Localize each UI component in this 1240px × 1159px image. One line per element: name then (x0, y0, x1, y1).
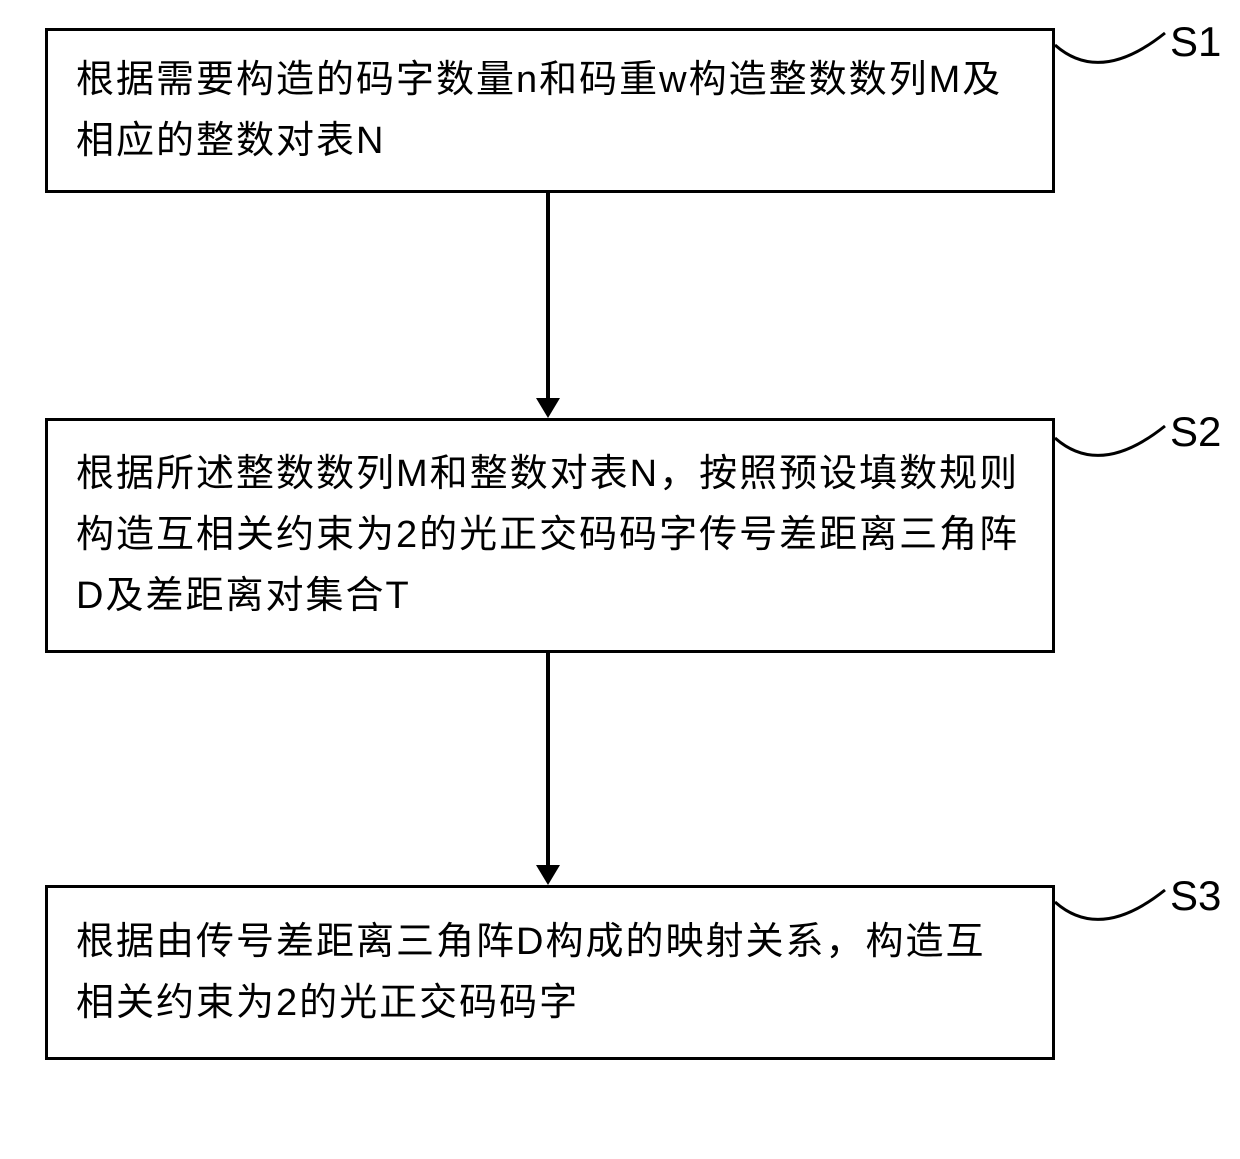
step-box-s3: 根据由传号差距离三角阵D构成的映射关系，构造互相关约束为2的光正交码码字 (45, 885, 1055, 1060)
connector-curve-s3 (1055, 872, 1175, 952)
step-text-s3: 根据由传号差距离三角阵D构成的映射关系，构造互相关约束为2的光正交码码字 (76, 912, 1024, 1034)
step-label-s3: S3 (1170, 872, 1221, 920)
step-box-s2: 根据所述整数数列M和整数对表N，按照预设填数规则构造互相关约束为2的光正交码码字… (45, 418, 1055, 653)
step-label-s2: S2 (1170, 408, 1221, 456)
step-box-s1: 根据需要构造的码字数量n和码重w构造整数数列M及相应的整数对表N (45, 28, 1055, 193)
step-text-s2: 根据所述整数数列M和整数对表N，按照预设填数规则构造互相关约束为2的光正交码码字… (76, 444, 1024, 626)
arrow-head-2 (536, 865, 560, 885)
connector-curve-s2 (1055, 408, 1175, 488)
arrow-head-1 (536, 398, 560, 418)
arrow-line-1 (546, 193, 550, 398)
step-text-s1: 根据需要构造的码字数量n和码重w构造整数数列M及相应的整数对表N (76, 50, 1024, 172)
arrow-line-2 (546, 653, 550, 865)
flowchart-diagram: 根据需要构造的码字数量n和码重w构造整数数列M及相应的整数对表N S1 根据所述… (0, 0, 1240, 1159)
connector-curve-s1 (1055, 15, 1175, 95)
step-label-s1: S1 (1170, 18, 1221, 66)
